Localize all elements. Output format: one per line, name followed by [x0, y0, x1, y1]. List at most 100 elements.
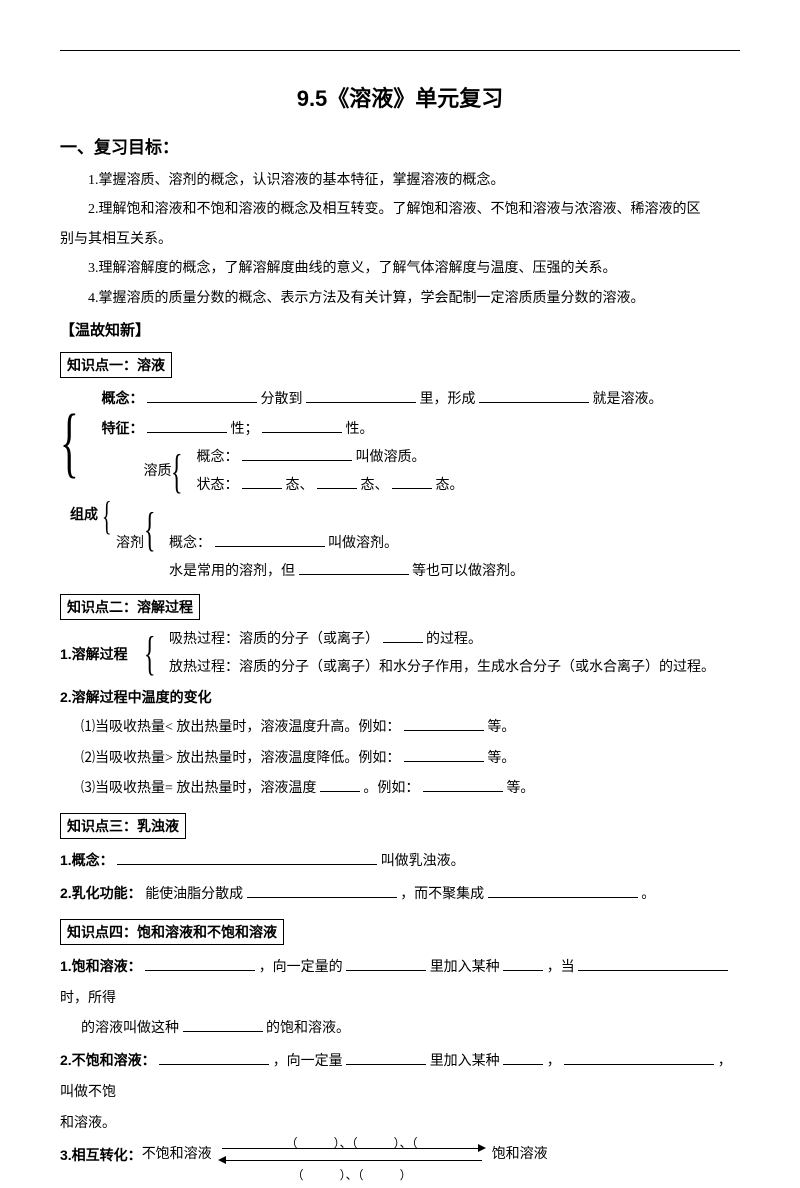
blank — [159, 1051, 269, 1065]
goals-header: 一、复习目标： — [60, 133, 740, 158]
text: 等。 — [487, 720, 515, 735]
text: 不饱和溶液 — [142, 1140, 212, 1171]
kp4-l1b: 的溶液叫做这种 的饱和溶液。 — [60, 1014, 740, 1045]
top-rule — [60, 50, 740, 51]
text: 态、 — [286, 478, 314, 493]
text: 态。 — [436, 478, 464, 493]
blank — [503, 957, 543, 971]
blank — [145, 957, 255, 971]
text: 性。 — [345, 422, 373, 437]
temp-3: ⑶当吸收热量= 放出热量时，溶液温度 。例如： 等。 — [60, 774, 740, 805]
blank — [147, 389, 257, 403]
arrow-top-label: （ ）、（ ）、（ — [212, 1130, 492, 1156]
text: 的溶液叫做这种 — [81, 1021, 179, 1036]
goal-2a: 2.理解饱和溶液和不饱和溶液的概念及相互转变。了解饱和溶液、不饱和溶液与浓溶液、… — [60, 195, 740, 224]
text: 吸热过程：溶质的分子（或离子） — [169, 632, 379, 647]
text: 的饱和溶液。 — [266, 1021, 350, 1036]
text: 分散到 — [260, 392, 302, 407]
kp4-box: 知识点四：饱和溶液和不饱和溶液 — [60, 919, 284, 945]
text: 等也可以做溶剂。 — [412, 564, 524, 579]
blank — [262, 419, 342, 433]
kp4-l2: 2.不饱和溶液： ，向一定量 里加入某种 ， ，叫做不饱 — [60, 1045, 740, 1109]
text: 态、 — [361, 478, 389, 493]
kp4-l3: 3.相互转化： 不饱和溶液 （ ）、（ ）、（ （ ）、（ ） 饱和溶液 — [60, 1140, 740, 1171]
blank — [423, 778, 503, 792]
blank — [147, 419, 227, 433]
goal-3: 3.理解溶解度的概念，了解溶解度曲线的意义，了解气体溶解度与温度、压强的关系。 — [60, 254, 740, 283]
kp3-box: 知识点三：乳浊液 — [60, 813, 186, 839]
label: 3.相互转化： — [60, 1140, 142, 1171]
kp3-l2: 2.乳化功能： 能使油脂分散成 ，而不聚集成 。 — [60, 878, 740, 911]
blank — [299, 561, 409, 575]
blank — [117, 851, 377, 865]
blank — [564, 1051, 714, 1065]
kp4-l1: 1.饱和溶液： ，向一定量的 里加入某种 ，当 时，所得 — [60, 951, 740, 1015]
text: 就是溶液。 — [592, 392, 662, 407]
text: ，当 — [547, 960, 575, 975]
text: 性； — [230, 422, 258, 437]
arrow-bot-label: （ ）、（ ） — [212, 1162, 492, 1188]
blank — [247, 884, 397, 898]
label: 2.乳化功能： — [60, 885, 142, 901]
text: 等。 — [506, 781, 534, 796]
text: ，向一定量 — [273, 1054, 343, 1069]
text: ⑵当吸收热量> 放出热量时，溶液温度降低。例如： — [81, 751, 400, 766]
blank — [479, 389, 589, 403]
goal-4: 4.掌握溶质的质量分数的概念、表示方法及有关计算，学会配制一定溶质质量分数的溶液… — [60, 284, 740, 313]
text: 叫做乳浊液。 — [381, 854, 465, 869]
kp2-box: 知识点二：溶解过程 — [60, 594, 200, 620]
text: 饱和溶液 — [492, 1140, 548, 1171]
label: 1.概念： — [60, 852, 114, 868]
text: 。 — [641, 887, 655, 902]
text: 能使油脂分散成 — [145, 887, 243, 902]
text: 时，所得 — [60, 991, 116, 1006]
blank — [320, 778, 360, 792]
text: 概念： — [197, 450, 239, 465]
text: 叫做溶质。 — [356, 450, 426, 465]
concept-label: 概念： — [101, 390, 143, 406]
text: ， — [547, 1054, 561, 1069]
blank — [317, 475, 357, 489]
blank — [242, 475, 282, 489]
temp-label: 2.溶解过程中温度的变化 — [60, 682, 740, 713]
text: 。例如： — [363, 781, 419, 796]
blank — [242, 447, 352, 461]
text: 等。 — [487, 751, 515, 766]
proc-label: 1.溶解过程 — [60, 639, 144, 670]
text: ⑶当吸收热量= 放出热量时，溶液温度 — [81, 781, 316, 796]
text: 概念： — [169, 536, 211, 551]
kp3-l1: 1.概念： 叫做乳浊液。 — [60, 845, 740, 878]
review-label: 【温故知新】 — [60, 319, 740, 340]
feature-label: 特征： — [101, 420, 143, 436]
temp-2: ⑵当吸收热量> 放出热量时，溶液温度降低。例如： 等。 — [60, 744, 740, 775]
blank — [488, 884, 638, 898]
blank — [215, 533, 325, 547]
text: 里加入某种 — [430, 1054, 500, 1069]
blank — [404, 717, 484, 731]
page-title: 9.5《溶液》单元复习 — [60, 81, 740, 113]
text: ，向一定量的 — [259, 960, 343, 975]
solute-label: 溶质 — [143, 458, 171, 486]
label: 1.饱和溶液： — [60, 958, 142, 974]
kp1-box: 知识点一：溶液 — [60, 352, 172, 378]
text: 状态： — [197, 478, 239, 493]
text: 里，形成 — [419, 392, 475, 407]
text: 水是常用的溶剂，但 — [169, 564, 295, 579]
blank — [383, 629, 423, 643]
double-arrow-icon: （ ）、（ ）、（ （ ）、（ ） — [212, 1140, 492, 1170]
blank — [392, 475, 432, 489]
goal-1: 1.掌握溶质、溶剂的概念，认识溶液的基本特征，掌握溶液的概念。 — [60, 166, 740, 195]
blank — [346, 957, 426, 971]
blank — [503, 1051, 543, 1065]
kp2-proc: 1.溶解过程 { 吸热过程：溶质的分子（或离子） 的过程。 放热过程：溶质的分子… — [60, 626, 740, 682]
text: 叫做溶剂。 — [328, 536, 398, 551]
text: ⑴当吸收热量< 放出热量时，溶液温度升高。例如： — [81, 720, 400, 735]
text: 里加入某种 — [430, 960, 500, 975]
blank — [346, 1051, 426, 1065]
blank — [183, 1018, 263, 1032]
blank — [578, 957, 728, 971]
label: 2.不饱和溶液： — [60, 1052, 156, 1068]
blank — [404, 748, 484, 762]
solvent-label: 溶剂 — [116, 530, 144, 558]
compose-label: 组成 — [70, 506, 98, 522]
